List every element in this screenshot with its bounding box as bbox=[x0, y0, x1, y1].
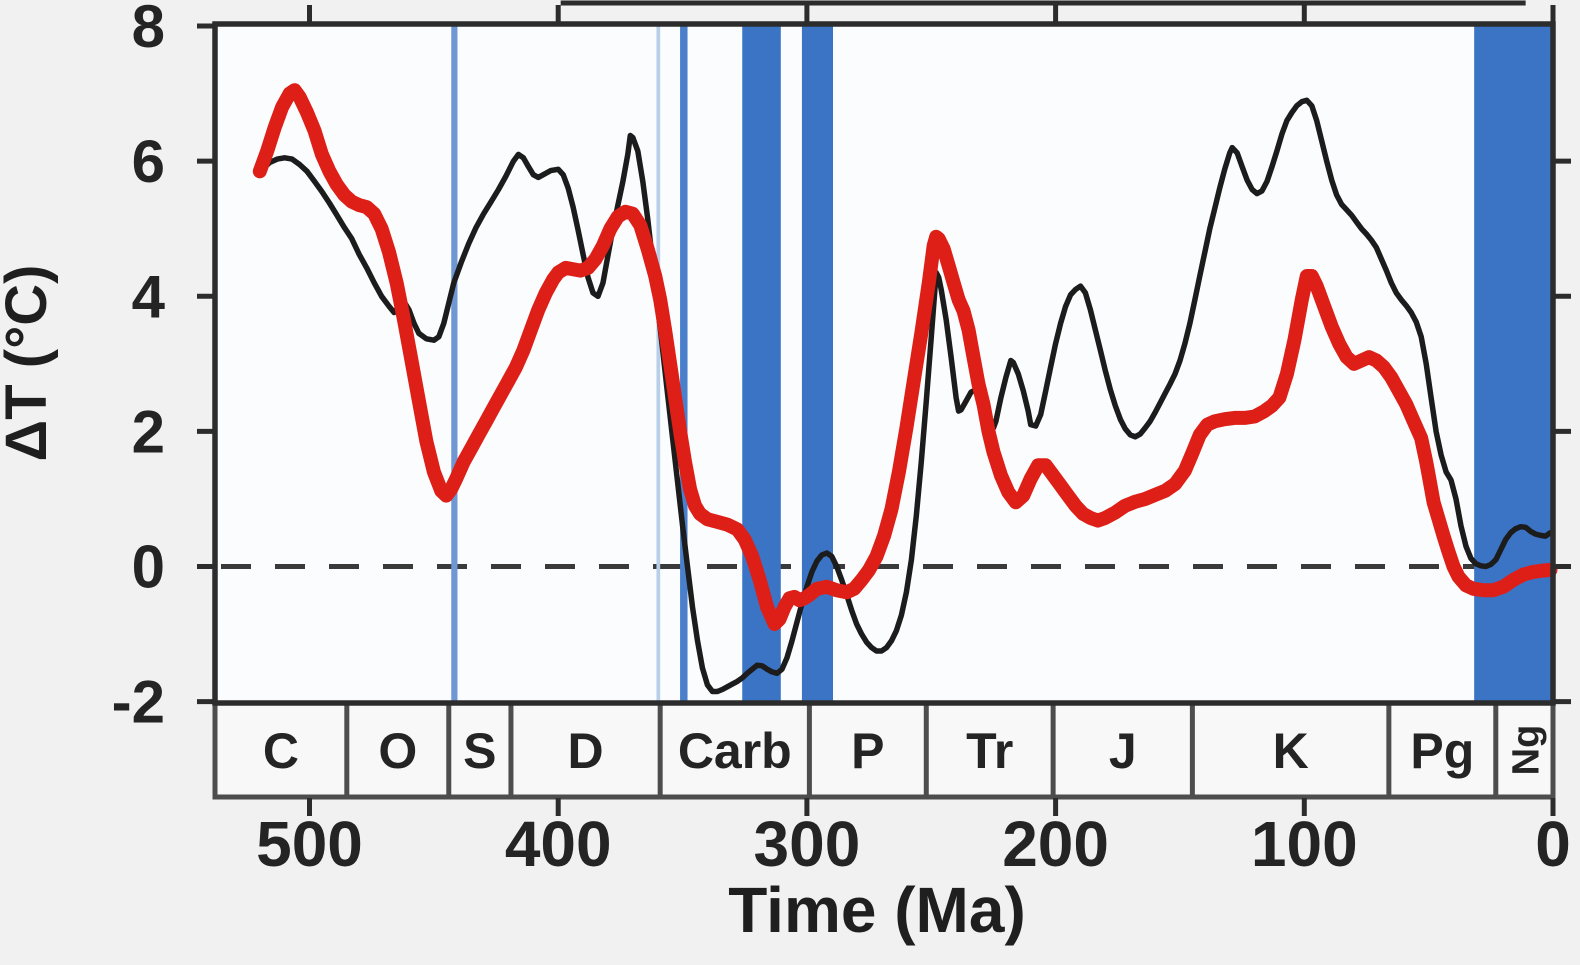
glaciation-band-late-Cenozoic bbox=[1474, 24, 1551, 703]
y-axis-title: ΔT (°C) bbox=[0, 265, 59, 462]
y-tick-label: 8 bbox=[132, 0, 165, 60]
series-red-smoothed-curve bbox=[252, 83, 1558, 631]
period-label-D: D bbox=[568, 723, 604, 779]
x-tick-label: 100 bbox=[1251, 808, 1358, 880]
plot-area bbox=[215, 24, 1553, 703]
period-label-J: J bbox=[1109, 723, 1137, 779]
period-label-Carb: Carb bbox=[678, 723, 792, 779]
x-tick-label: 200 bbox=[1002, 808, 1109, 880]
period-label-S: S bbox=[463, 723, 496, 779]
y-tick-label: 0 bbox=[132, 534, 165, 601]
glaciation-band-end-Ordovician bbox=[451, 24, 458, 703]
series-black-proxy-curve bbox=[259, 97, 1554, 695]
period-label-Tr: Tr bbox=[966, 723, 1013, 779]
glaciation-band-early-Carboniferous bbox=[680, 24, 688, 703]
y-tick-label: -2 bbox=[112, 669, 165, 736]
period-label-C: C bbox=[263, 723, 299, 779]
period-label-O: O bbox=[378, 723, 417, 779]
period-strip bbox=[212, 700, 1556, 800]
period-label-Ng: Ng bbox=[1505, 725, 1547, 776]
x-tick-label: 500 bbox=[256, 808, 363, 880]
x-axis-title: Time (Ma) bbox=[728, 874, 1026, 946]
glaciation-band-end-Devonian bbox=[656, 24, 661, 703]
x-tick-label: 300 bbox=[754, 808, 861, 880]
x-tick-label: 0 bbox=[1535, 808, 1571, 880]
period-label-P: P bbox=[851, 723, 884, 779]
y-tick-label: 4 bbox=[132, 263, 166, 330]
y-tick-label: 6 bbox=[132, 128, 165, 195]
y-tick-label: 2 bbox=[132, 398, 165, 465]
chart-generated-layer: C O S D Carb P Tr J K Pg Ng 8 6 4 2 0 -2 500 400 300 200 100 0 bbox=[112, 0, 1571, 880]
plot-border bbox=[212, 21, 1556, 706]
x-tick-label: 400 bbox=[505, 808, 612, 880]
period-label-K: K bbox=[1273, 723, 1309, 779]
period-label-Pg: Pg bbox=[1410, 723, 1474, 779]
